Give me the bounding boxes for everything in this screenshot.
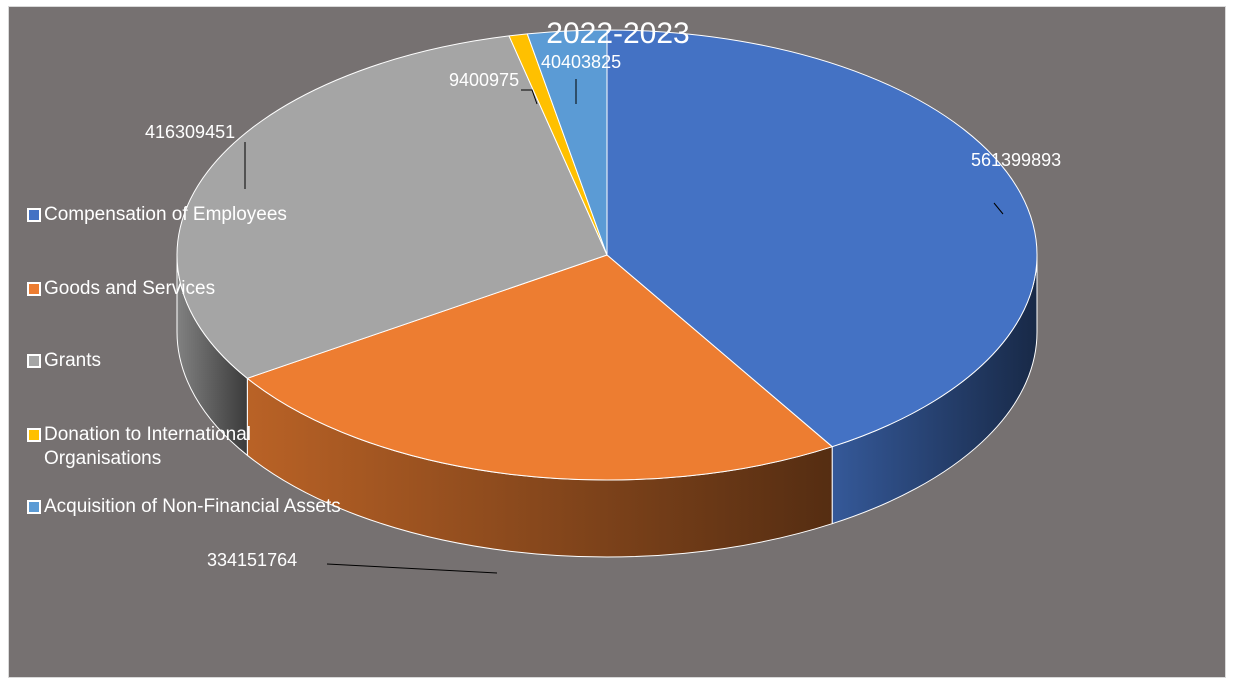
legend-label: Grants (44, 350, 102, 371)
data-label-grants: 416309451 (145, 122, 236, 142)
chart-area: 2022-2023 561399893 334151764 416309451 … (8, 6, 1226, 678)
leader-line-goods-and-services (326, 563, 498, 574)
pie-slice-compensation-of-employees (606, 29, 1038, 448)
legend-swatch (27, 208, 41, 222)
legend-item-acquisition-of-non-financial-assets: Acquisition of Non-Financial Assets (27, 495, 341, 519)
data-label-acquisition-of-non-financial-assets: 40403825 (541, 52, 622, 72)
legend-label: Donation to International Organisations (44, 424, 252, 469)
legend-item-compensation-of-employees: Compensation of Employees (27, 203, 287, 227)
data-label-donation-to-international-organisations: 9400975 (449, 70, 520, 90)
legend-item-grants: Grants (27, 349, 101, 373)
data-label-goods-and-services: 334151764 (207, 550, 298, 570)
pie-slice-goods-and-services (246, 254, 833, 481)
legend-label: Acquisition of Non-Financial Assets (44, 496, 341, 517)
legend-item-donation-to-international-organisations: Donation to International Organisations (27, 423, 327, 471)
data-label-compensation-of-employees: 561399893 (971, 150, 1062, 170)
leader-line-compensation-of-employees (993, 202, 1004, 215)
pie-slice-acquisition-of-non-financial-assets (526, 29, 608, 256)
chart-title: 2022-2023 (546, 17, 690, 50)
leader-line-donation-to-international-organisations (521, 89, 538, 105)
legend-swatch (27, 282, 41, 296)
legend-label: Goods and Services (44, 278, 216, 299)
legend-swatch (27, 428, 41, 442)
legend-swatch (27, 500, 41, 514)
pie-chart-svg (176, 29, 1038, 574)
legend-swatch (27, 354, 41, 368)
legend-label: Compensation of Employees (44, 204, 287, 225)
legend-item-goods-and-services: Goods and Services (27, 277, 215, 301)
pie-slice-grants (176, 35, 608, 379)
